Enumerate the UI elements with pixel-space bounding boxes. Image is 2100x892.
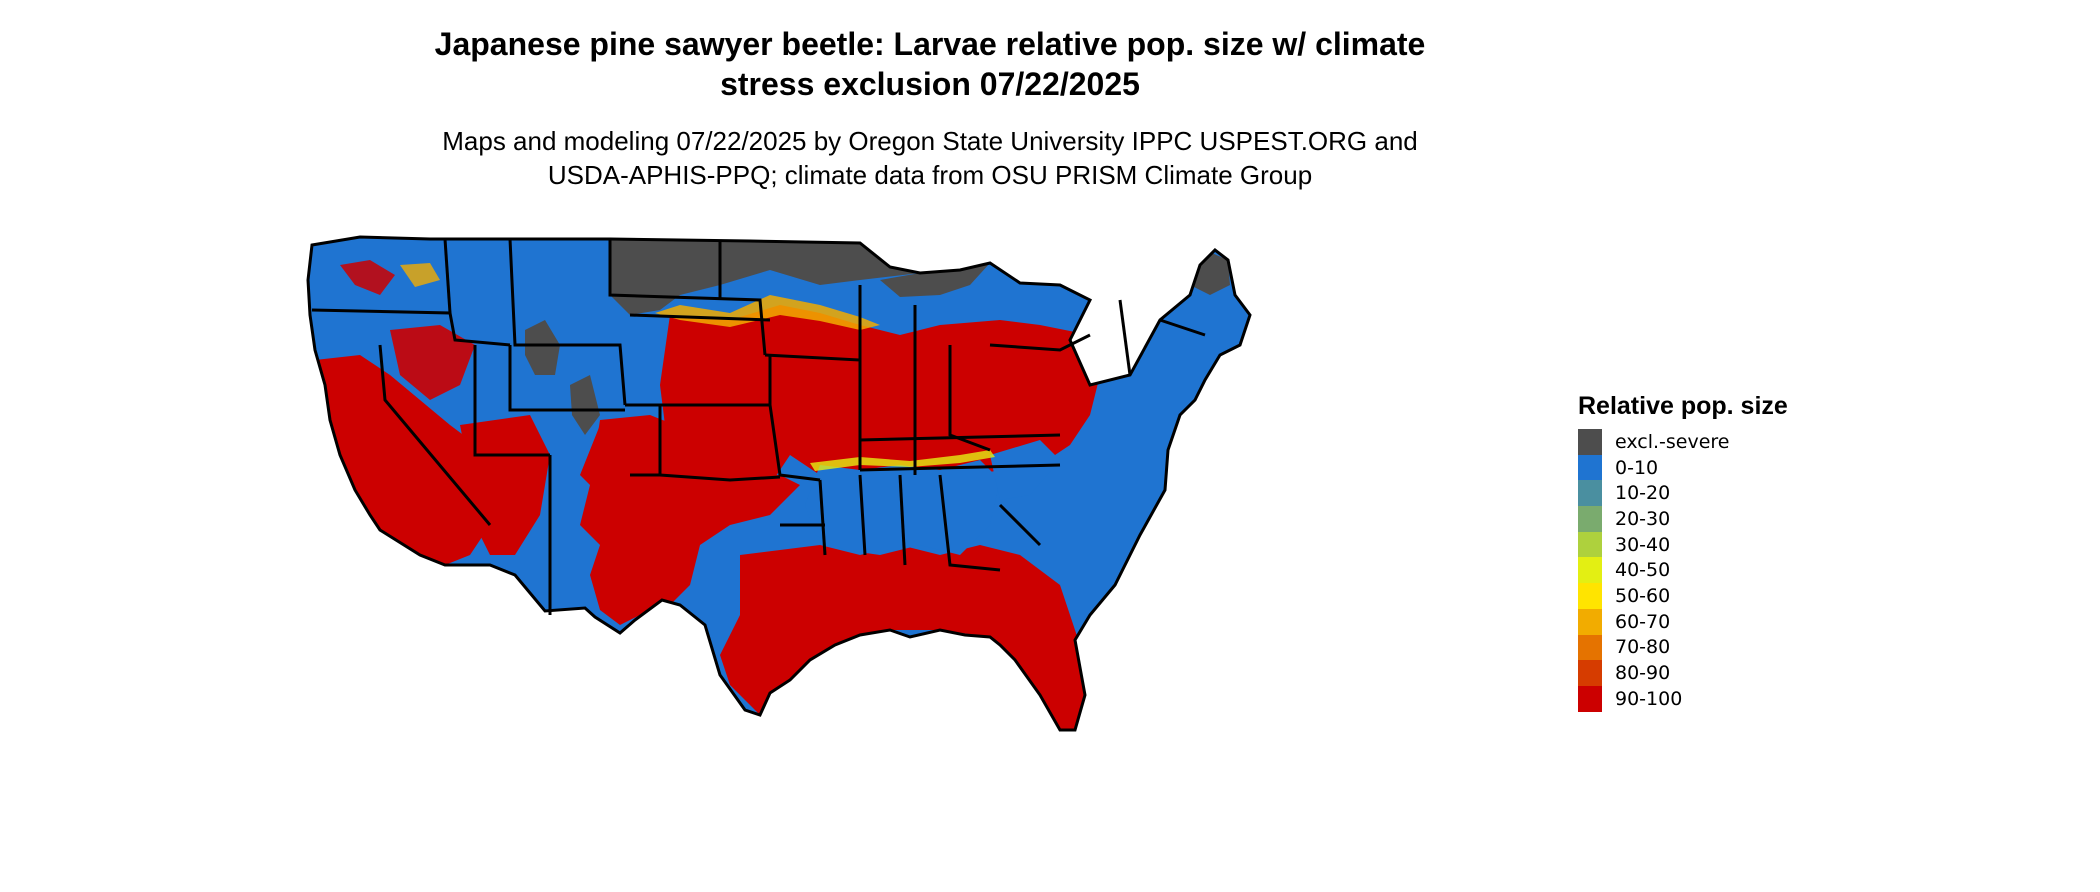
- legend-label: 30-40: [1615, 533, 1671, 556]
- wyoming-exclusion: [525, 320, 560, 375]
- legend-label: 70-80: [1615, 636, 1671, 659]
- new-mexico-high: [580, 425, 640, 495]
- state-borders: [306, 235, 1252, 732]
- legend-label: excl.-severe: [1615, 430, 1730, 453]
- legend-swatch: [1578, 454, 1602, 481]
- legend-item: 70-80: [1578, 634, 1788, 661]
- california-high-region: [315, 355, 510, 565]
- legend-item: 80-90: [1578, 660, 1788, 686]
- legend-item: 10-20: [1578, 480, 1788, 507]
- legend-item: excl.-severe: [1578, 429, 1788, 455]
- northwest-yellow-patches: [400, 263, 440, 287]
- legend-item: 0-10: [1578, 454, 1788, 481]
- legend-label: 90-100: [1615, 687, 1683, 710]
- legend-swatch: [1578, 660, 1602, 686]
- east-coast-low: [990, 440, 1060, 500]
- legend-label: 0-10: [1615, 456, 1659, 479]
- legend-item: 40-50: [1578, 557, 1788, 584]
- legend-item: 90-100: [1578, 685, 1788, 712]
- legend-swatch: [1578, 531, 1602, 558]
- transition-band-yellow: [810, 450, 995, 471]
- florida-high-region: [1000, 605, 1085, 730]
- legend-swatch: [1578, 685, 1602, 712]
- map-subtitle-line-2: USDA-APHIS-PPQ; climate data from OSU PR…: [547, 160, 1313, 190]
- legend-swatch: [1578, 557, 1602, 584]
- map-title-line-2: stress exclusion 07/22/2025: [720, 66, 1140, 102]
- legend-swatch: [1578, 608, 1602, 635]
- legend-swatch: [1578, 480, 1602, 507]
- legend-item: 20-30: [1578, 506, 1788, 532]
- legend-label: 40-50: [1615, 559, 1671, 582]
- legend-label: 20-30: [1615, 507, 1671, 530]
- legend-swatch: [1578, 583, 1602, 609]
- northwest-high-patches: [340, 260, 395, 295]
- upper-michigan-exclusion: [880, 263, 990, 297]
- colorado-exclusion: [570, 375, 600, 435]
- legend-label: 10-20: [1615, 482, 1671, 505]
- texas-high-region: [580, 415, 800, 625]
- arizona-high-region: [460, 415, 550, 555]
- gulf-coast-high: [720, 545, 1090, 730]
- map-title: Japanese pine sawyer beetle: Larvae rela…: [330, 24, 1530, 104]
- legend-swatch: [1578, 634, 1602, 661]
- us-map: [306, 235, 1252, 732]
- legend-item: 60-70: [1578, 608, 1788, 635]
- legend-items: excl.-severe 0-10 10-20 20-30 30-40 40-50 50-6…: [1578, 429, 1788, 712]
- central-high-edge: [655, 295, 880, 330]
- legend-label: 60-70: [1615, 610, 1671, 633]
- map-legend: Relative pop. size excl.-severe 0-10 10-20…: [1578, 392, 1788, 712]
- legend-label: 50-60: [1615, 584, 1671, 607]
- legend-title: Relative pop. size: [1578, 392, 1788, 420]
- map-subtitle-line-1: Maps and modeling 07/22/2025 by Oregon S…: [442, 126, 1418, 156]
- legend-label: 80-90: [1615, 662, 1671, 685]
- legend-swatch: [1578, 429, 1602, 455]
- great-basin-mixed: [390, 325, 475, 400]
- legend-item: 30-40: [1578, 531, 1788, 558]
- northern-plains-exclusion: [610, 239, 920, 315]
- legend-item: 50-60: [1578, 583, 1788, 609]
- map-title-line-1: Japanese pine sawyer beetle: Larvae rela…: [434, 26, 1426, 62]
- map-subtitle: Maps and modeling 07/22/2025 by Oregon S…: [330, 124, 1530, 192]
- legend-swatch: [1578, 506, 1602, 532]
